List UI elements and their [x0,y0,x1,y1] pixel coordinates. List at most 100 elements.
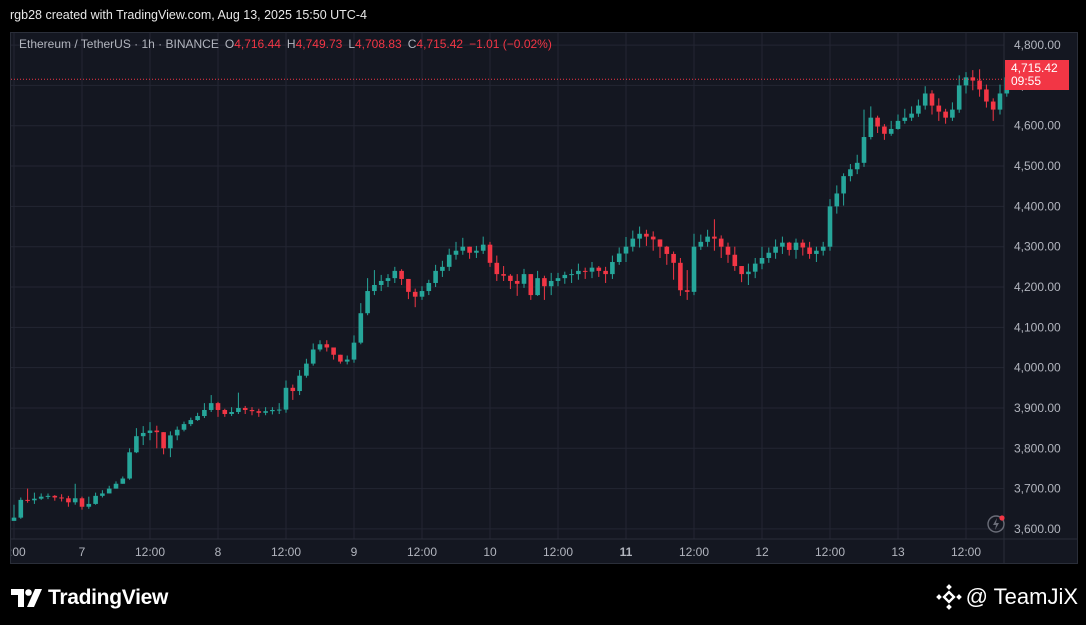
candle-body [616,253,622,263]
candle-body [161,432,166,449]
candle [106,485,112,494]
time-axis: 2:00 7 12:00 8 12:00 9 12:00 10 12:00 11 12:00 12 12… [11,538,1077,559]
replay-lightning-icon[interactable] [986,514,1006,534]
candle [780,236,785,254]
candle-body [290,387,296,392]
candle [32,492,37,504]
candle [11,504,17,521]
tradingview-logo-icon [11,589,42,607]
candle [52,495,58,501]
candle-body [392,270,398,279]
candle-body [487,244,493,263]
candle [916,99,921,117]
candle [732,246,738,271]
candle [174,426,180,441]
x-tick-label: 7 [79,545,86,559]
candle-body [412,291,418,297]
candle [419,286,425,300]
tradingview-name: TradingView [48,586,169,609]
candle-body [378,280,384,285]
candle-body [596,267,602,271]
candle-body [324,344,330,348]
candle [684,270,690,300]
candle [453,241,459,260]
candle [678,257,683,296]
candle [195,412,200,421]
candle [868,106,874,140]
candle-body [331,347,336,355]
candle [283,380,289,413]
candle [229,407,234,417]
teamjix-watermark: @ TeamJiX [935,583,1078,611]
candle-body [956,85,962,110]
candle-body [875,117,880,127]
candle [854,154,860,175]
x-tick-label: 12:00 [543,545,573,559]
open-label: O [224,37,235,51]
grid [11,33,1004,539]
candle [596,266,602,277]
candle-body [440,266,445,271]
candle [841,173,846,206]
candle [324,340,330,352]
candle-body [385,278,391,281]
candle-body [297,375,302,392]
candle-body [45,495,51,497]
candle [317,340,323,352]
candle-body [426,282,432,292]
candle-body [793,242,799,250]
candle-body [929,93,935,106]
candle-body [807,247,812,254]
candle-body [310,349,316,364]
candle [406,278,411,300]
candle [276,403,282,415]
candle [365,278,370,316]
y-tick-label: 4,600.00 [1014,119,1061,133]
candle-body [18,499,24,518]
candle [304,358,309,378]
candle [542,275,547,300]
candle-body [474,250,479,253]
x-tick-label: 11 [620,545,633,559]
tradingview-brand[interactable]: TradingView [11,585,168,611]
candle [215,401,221,417]
candle-body [739,266,744,275]
candle [147,422,153,441]
candle [569,269,574,283]
candle-body [140,432,146,437]
candle-body [542,278,547,287]
candle-body [480,244,486,251]
bar-countdown: 09:55 [1011,74,1042,88]
candle [45,493,51,500]
chart-panel[interactable]: 4,800.004,700.004,600.004,500.004,400.00… [10,32,1078,564]
candle-body [25,499,30,501]
candle [38,493,44,500]
candle [208,395,214,412]
candle-body [501,274,506,276]
candle-body [882,126,887,134]
candle-body [276,409,282,411]
candle [474,245,479,258]
candle [644,229,649,246]
candle [433,264,438,288]
candle-body [970,77,976,81]
candle-body [705,236,710,242]
candle-body [113,483,119,489]
candle [936,98,942,121]
candle-body [168,435,173,449]
candle-body [746,271,751,275]
candle [480,236,486,254]
candle [168,431,173,458]
candle [508,274,513,290]
symbol-name[interactable]: Ethereum / TetherUS · 1h · BINANCE [19,37,219,51]
candle [249,407,255,416]
candle-body [72,498,78,503]
candle [793,238,799,259]
candle-body [494,262,500,275]
candle [338,354,343,364]
candle-body [916,105,921,114]
candle-body [263,411,268,413]
candlestick-chart[interactable]: 4,800.004,700.004,600.004,500.004,400.00… [11,33,1077,563]
candle [800,239,806,256]
candle [378,274,384,292]
